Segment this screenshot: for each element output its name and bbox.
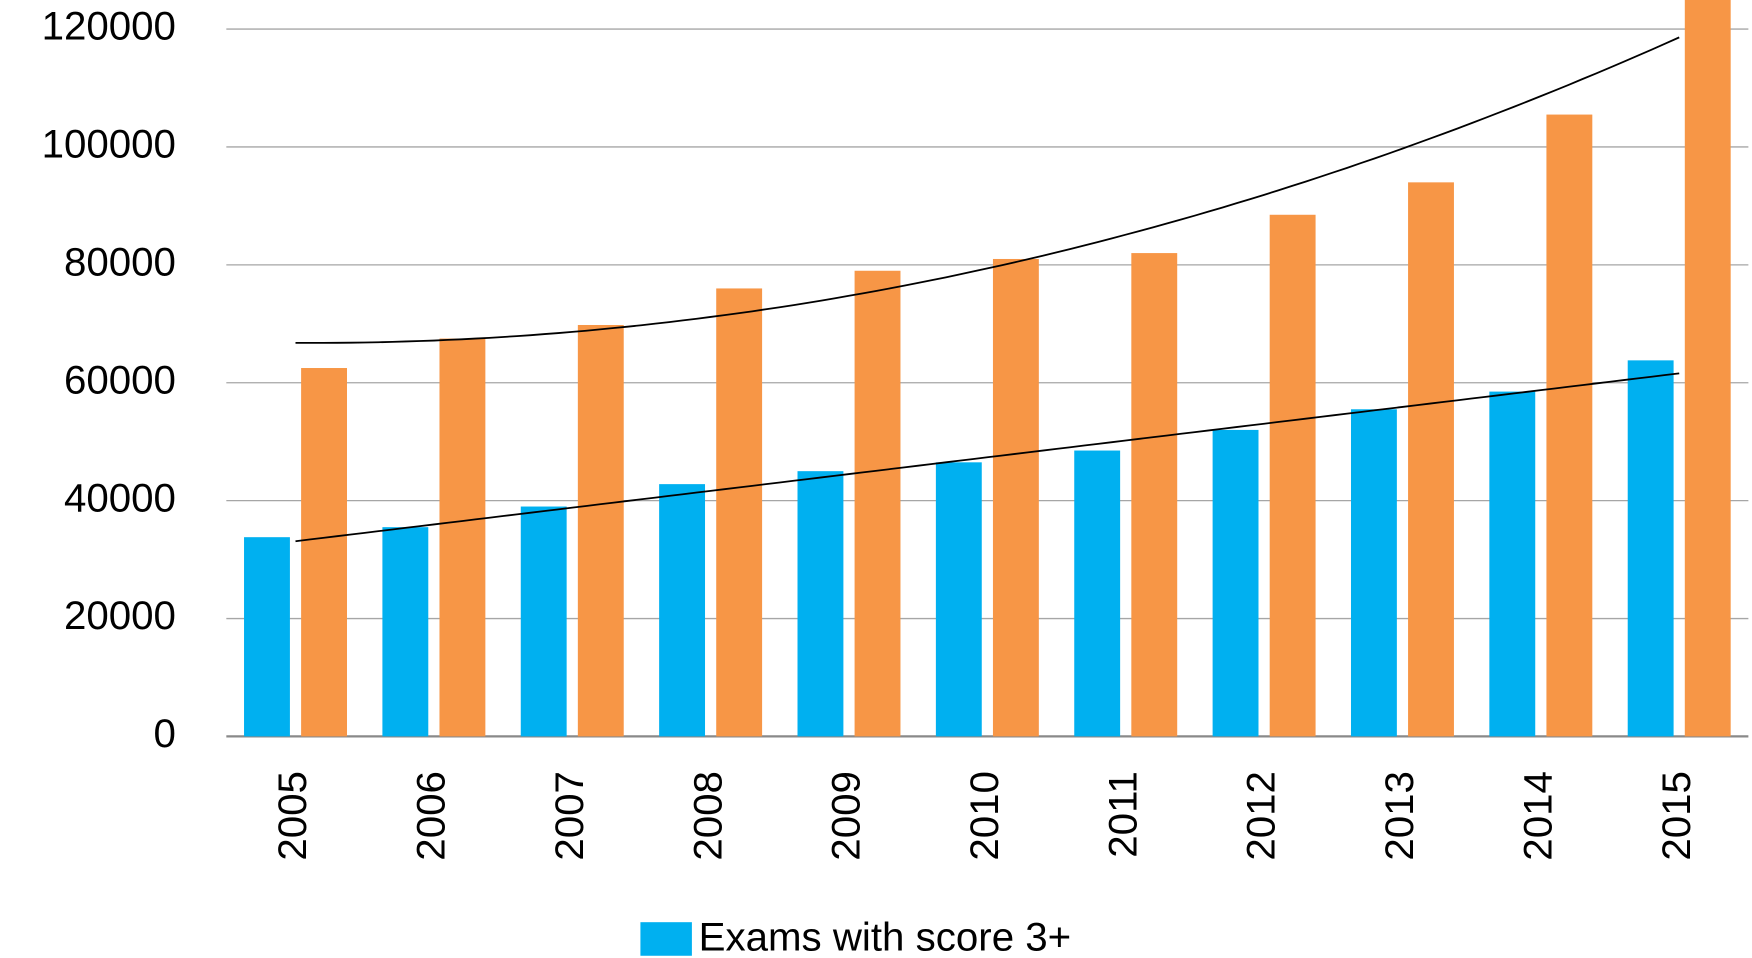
x-tick-label: 2012: [1239, 771, 1284, 861]
y-tick-label: 20000: [64, 593, 176, 638]
legend-label: Exams with score 3+: [699, 915, 1072, 958]
x-tick-label: 2014: [1515, 771, 1560, 861]
bar: [439, 338, 486, 737]
bar: [1350, 409, 1397, 737]
y-tick-label: 0: [154, 711, 176, 756]
x-tick-label: 2007: [547, 771, 592, 861]
x-tick-label: 2010: [962, 771, 1007, 861]
y-tick-label: 120000: [42, 4, 176, 49]
bar: [244, 537, 290, 737]
bar: [797, 471, 844, 737]
x-tick-label: 2006: [409, 771, 454, 861]
bar: [1489, 391, 1536, 737]
trendline: [295, 36, 1680, 344]
bar: [1212, 429, 1259, 737]
legend-swatch: [640, 922, 692, 956]
bar: [992, 258, 1039, 737]
y-tick-label: 60000: [64, 357, 176, 402]
y-tick-label: 40000: [64, 475, 176, 520]
bar: [1627, 360, 1674, 737]
x-tick-label: 2013: [1377, 771, 1422, 861]
bar: [1074, 450, 1121, 737]
bar: [1546, 114, 1593, 737]
x-tick-label: 2015: [1654, 771, 1699, 861]
x-tick-label: 2008: [685, 771, 730, 861]
bar: [520, 506, 567, 737]
bar: [854, 270, 901, 737]
x-tick-label: 2005: [270, 771, 315, 861]
y-tick-label: 80000: [64, 240, 176, 285]
bar: [382, 527, 429, 737]
bar: [1684, 0, 1731, 737]
trendline: [295, 372, 1680, 543]
bar: [301, 368, 347, 737]
bar: [659, 484, 706, 737]
bar: [1408, 182, 1454, 737]
bar: [577, 324, 624, 737]
y-tick-label: 100000: [42, 122, 176, 167]
x-tick-label: 2011: [1100, 771, 1145, 858]
x-tick-label: 2009: [824, 771, 869, 861]
bar: [1269, 214, 1316, 737]
bar: [935, 462, 982, 737]
bar: [716, 288, 763, 737]
bar: [1131, 253, 1178, 737]
